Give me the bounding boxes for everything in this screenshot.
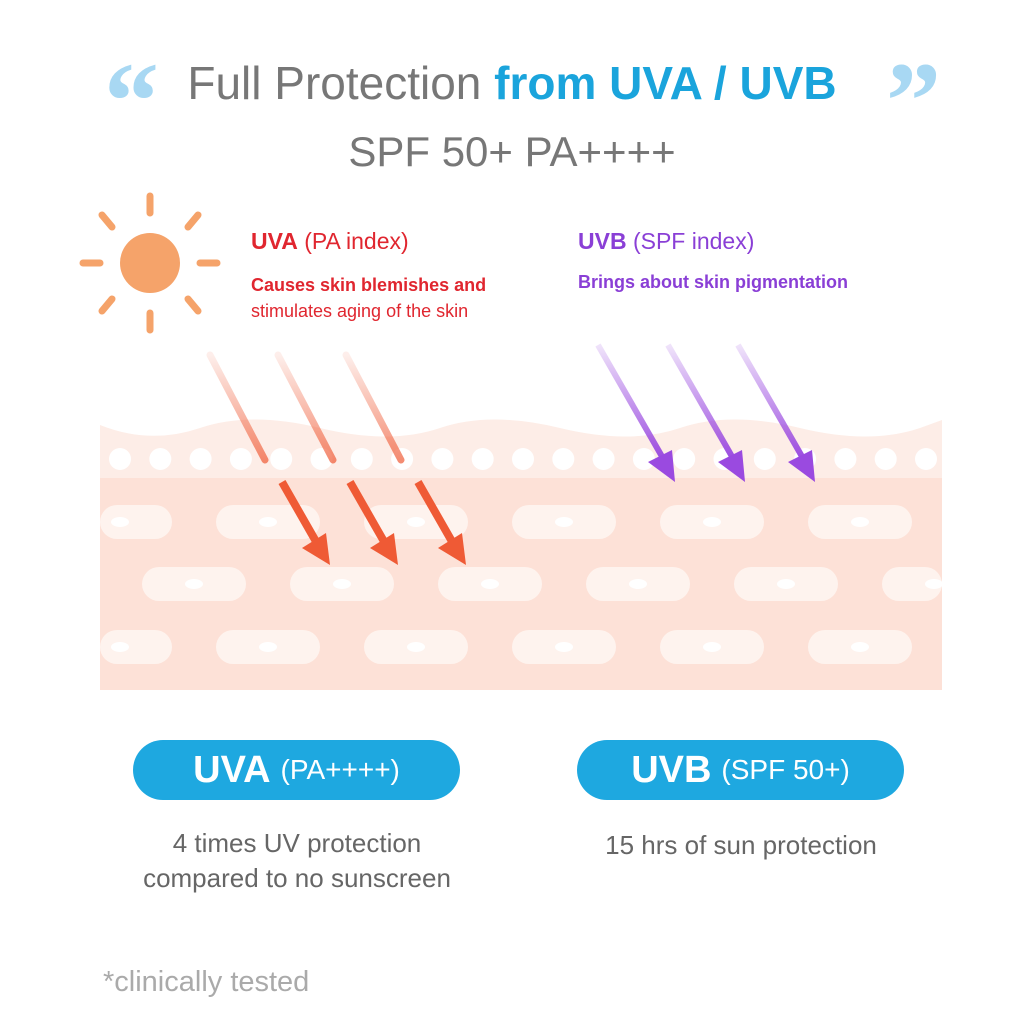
uvb-description: Brings about skin pigmentation <box>578 272 849 292</box>
uva-arrow <box>278 480 322 547</box>
cell-nucleus <box>555 642 573 652</box>
uvb-badge: UVB (SPF 50+) <box>577 740 904 800</box>
uvb-arrow <box>595 343 667 462</box>
skin-cell <box>882 567 942 601</box>
uva-arrow <box>414 480 458 547</box>
cell-nucleus <box>629 579 647 589</box>
skin-dot <box>673 448 696 470</box>
footnote: *clinically tested <box>103 966 310 998</box>
cell-nucleus <box>259 642 277 652</box>
uva-ray <box>206 351 269 464</box>
cell-nucleus <box>407 642 425 652</box>
uvb-heading: UVB (SPF index) <box>578 228 755 254</box>
cell-nucleus <box>111 642 129 652</box>
cell-nucleus <box>407 517 425 527</box>
sun-icon <box>79 192 221 334</box>
cell-nucleus <box>555 517 573 527</box>
cell-nucleus <box>777 579 795 589</box>
uvb-arrow <box>735 343 807 462</box>
page-title: Full Protection from UVA / UVB <box>0 56 1024 110</box>
skin-dot <box>350 448 373 470</box>
uvb-arrowhead <box>718 450 745 482</box>
skin-dot <box>753 448 776 470</box>
skin-dot <box>431 448 454 470</box>
open-quote-icon: “ <box>104 40 159 162</box>
skin-dot <box>632 448 655 470</box>
cell-nucleus <box>259 517 277 527</box>
skin-cell <box>100 505 172 539</box>
skin-dot <box>874 448 897 470</box>
cell-nucleus <box>703 642 721 652</box>
title-highlight: from UVA / UVB <box>494 57 837 109</box>
cell-nucleus <box>851 517 869 527</box>
skin-dot <box>189 448 212 470</box>
skin-cell <box>100 630 172 664</box>
skin-dot <box>834 448 857 470</box>
uvb-arrowhead <box>648 450 675 482</box>
skin-dot <box>512 448 534 470</box>
uva-arrowhead <box>438 533 466 565</box>
uvb-benefit: 15 hrs of sun protection <box>605 830 877 860</box>
cell-nucleus <box>925 579 943 589</box>
skin-dot <box>471 448 494 470</box>
uva-benefit: 4 times UV protection compared to no suns… <box>143 828 451 893</box>
cell-nucleus <box>111 517 129 527</box>
cell-nucleus <box>703 517 721 527</box>
skin-dot <box>270 448 293 470</box>
uva-arrowhead <box>370 533 398 565</box>
uva-arrowhead <box>302 533 330 565</box>
skin-dot <box>109 448 131 470</box>
uva-arrow <box>346 480 390 547</box>
skin-dot <box>592 448 615 470</box>
skin-dot <box>552 448 575 470</box>
uvb-arrow <box>665 343 737 462</box>
uva-badge: UVA (PA++++) <box>133 740 460 800</box>
skin-dot <box>229 448 252 470</box>
uva-description: Causes skin blemishes and stimulates agin… <box>251 275 487 321</box>
title-plain: Full Protection <box>187 57 495 109</box>
uvb-arrowhead <box>788 450 815 482</box>
cell-nucleus <box>481 579 499 589</box>
skin-dot <box>915 448 937 470</box>
skin-dot <box>149 448 172 470</box>
uva-ray <box>274 351 337 464</box>
cell-nucleus <box>851 642 869 652</box>
page-subtitle: SPF 50+ PA++++ <box>348 128 676 175</box>
uva-ray <box>342 351 405 464</box>
cell-nucleus <box>333 579 351 589</box>
cell-nucleus <box>185 579 203 589</box>
uva-heading: UVA (PA index) <box>251 228 409 254</box>
close-quote-icon: ” <box>886 40 941 162</box>
